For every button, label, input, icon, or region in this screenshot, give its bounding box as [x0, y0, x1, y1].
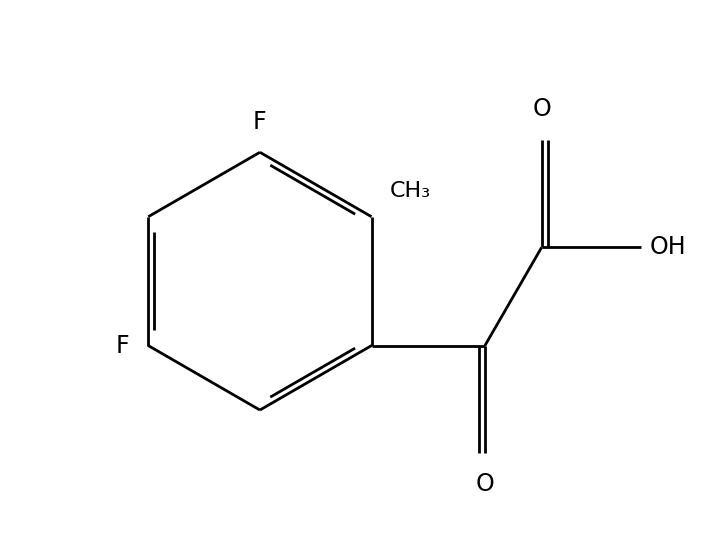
- Text: F: F: [253, 110, 266, 134]
- Text: CH₃: CH₃: [390, 181, 431, 201]
- Text: F: F: [116, 333, 130, 358]
- Text: O: O: [532, 97, 551, 121]
- Text: OH: OH: [650, 235, 686, 259]
- Text: O: O: [476, 472, 494, 496]
